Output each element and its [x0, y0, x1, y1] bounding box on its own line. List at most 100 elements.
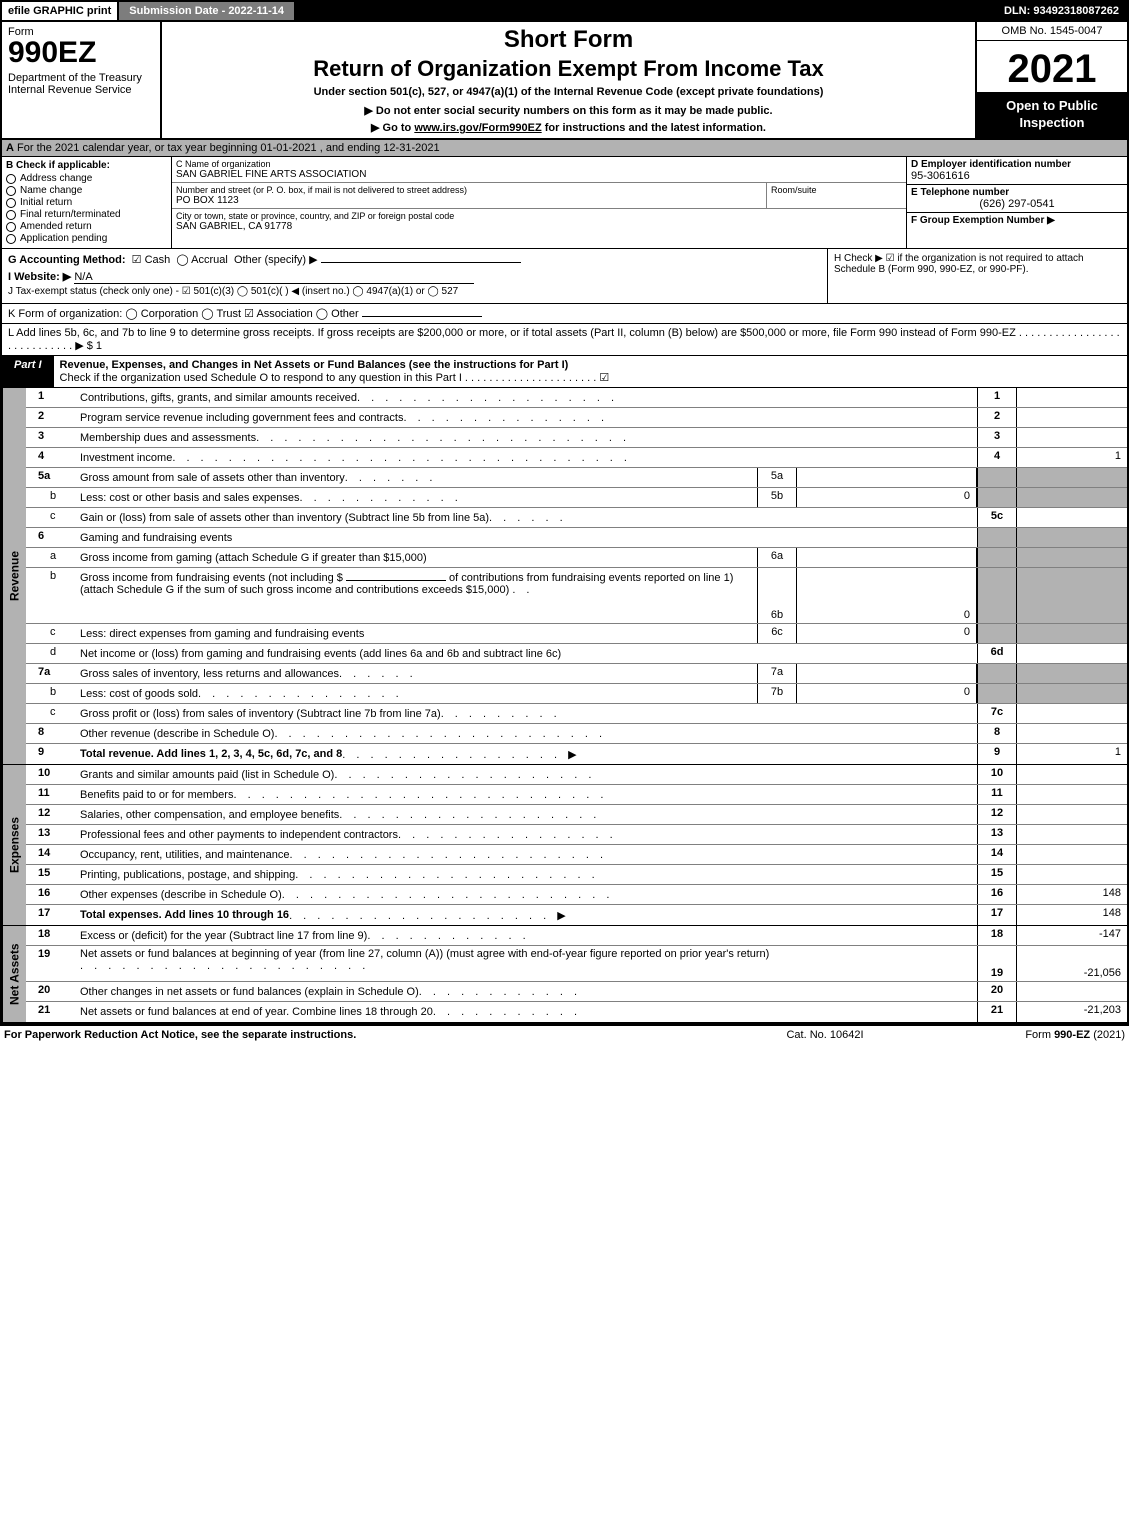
header-sub2: ▶ Do not enter social security numbers o…: [170, 104, 967, 117]
c-room: Room/suite: [766, 183, 906, 208]
num-col-shade: [977, 624, 1017, 643]
ln-text: Contributions, gifts, grants, and simila…: [76, 388, 977, 407]
ln-num: b: [26, 568, 76, 623]
sub-val: 0: [797, 568, 977, 623]
line-l: L Add lines 5b, 6c, and 7b to line 9 to …: [2, 324, 1127, 356]
checkbox-icon[interactable]: [6, 210, 16, 220]
line-3: 3 Membership dues and assessments . . . …: [26, 428, 1127, 448]
dots: . . . . . . . . . . . .: [367, 930, 973, 942]
short-form-title: Short Form: [170, 26, 967, 54]
g-other: Other (specify) ▶: [234, 254, 318, 266]
val-col: 148: [1017, 905, 1127, 925]
e-label: E Telephone number: [911, 187, 1123, 198]
ln-num: 20: [26, 982, 76, 1001]
ln-num: 10: [26, 765, 76, 784]
d-label: D Employer identification number: [911, 159, 1123, 170]
sub-num: 6b: [757, 568, 797, 623]
expenses-group: 10 Grants and similar amounts paid (list…: [26, 765, 1127, 925]
footer-right-prefix: Form: [1025, 1029, 1054, 1041]
dots: . . . . . . . . .: [441, 708, 973, 720]
checkbox-icon[interactable]: [6, 186, 16, 196]
ln-text: Occupancy, rent, utilities, and maintena…: [76, 845, 977, 864]
line-j: J Tax-exempt status (check only one) - ☑…: [8, 286, 821, 297]
ln-text: Total expenses. Add lines 10 through 16 …: [76, 905, 977, 925]
ln-desc: Gain or (loss) from sale of assets other…: [80, 512, 489, 524]
num-col-shade: [977, 664, 1017, 683]
val-col: [1017, 388, 1127, 407]
ln-desc: Less: cost or other basis and sales expe…: [80, 492, 300, 504]
c-street-row: Number and street (or P. O. box, if mail…: [172, 183, 906, 209]
efile-label: efile GRAPHIC print: [2, 2, 117, 20]
val-col: [1017, 428, 1127, 447]
ln-num: c: [26, 624, 76, 643]
val-col: [1017, 704, 1127, 723]
ln-text: Net income or (loss) from gaming and fun…: [76, 644, 977, 663]
c-city-value: SAN GABRIEL, CA 91778: [176, 221, 902, 232]
f-label: F Group Exemption Number ▶: [911, 215, 1055, 226]
val-col: [1017, 845, 1127, 864]
i-label: I Website: ▶: [8, 271, 71, 283]
checkbox-icon[interactable]: [6, 198, 16, 208]
ln-desc: Net assets or fund balances at end of ye…: [80, 1006, 433, 1018]
ln-num: 1: [26, 388, 76, 407]
line-k: K Form of organization: ◯ Corporation ◯ …: [2, 304, 1127, 324]
line-7a: 7a Gross sales of inventory, less return…: [26, 664, 1127, 684]
line-6: 6 Gaming and fundraising events: [26, 528, 1127, 548]
footer-right: Form 990-EZ (2021): [925, 1029, 1125, 1041]
val-col: [1017, 765, 1127, 784]
val-col: -147: [1017, 926, 1127, 945]
val-col: -21,056: [1017, 946, 1127, 981]
footer-right-suffix: (2021): [1090, 1029, 1125, 1041]
irs-link[interactable]: www.irs.gov/Form990EZ: [414, 122, 541, 134]
ln-num: c: [26, 704, 76, 723]
num-col: 15: [977, 865, 1017, 884]
checkbox-icon[interactable]: [6, 234, 16, 244]
sub-val: [797, 468, 977, 487]
dln-label: DLN: 93492318087262: [996, 2, 1127, 20]
val-col-shade: [1017, 624, 1127, 643]
form-number: 990EZ: [8, 38, 154, 68]
num-col: 9: [977, 744, 1017, 764]
c-street-label: Number and street (or P. O. box, if mail…: [176, 185, 762, 195]
dots: . . . . . . . . . . . . . . . . ▶: [342, 748, 973, 761]
omb-number: OMB No. 1545-0047: [977, 22, 1127, 41]
checkbox-icon[interactable]: [6, 174, 16, 184]
num-col: 2: [977, 408, 1017, 427]
line-2: 2 Program service revenue including gove…: [26, 408, 1127, 428]
num-col-shade: [977, 568, 1017, 623]
ln-text: Printing, publications, postage, and shi…: [76, 865, 977, 884]
sub-val: [797, 664, 977, 683]
dots: . . . . . . . . . . . .: [300, 492, 753, 504]
part-i-check-line: Check if the organization used Schedule …: [60, 372, 610, 384]
num-col: 18: [977, 926, 1017, 945]
dots: . . . . . . . . . . . . . . . . . . . . …: [233, 789, 973, 801]
num-col: 5c: [977, 508, 1017, 527]
ln-desc: Benefits paid to or for members: [80, 789, 233, 801]
val-col: [1017, 644, 1127, 663]
ln-desc: Contributions, gifts, grants, and simila…: [80, 392, 357, 404]
num-col: 20: [977, 982, 1017, 1001]
num-col: 8: [977, 724, 1017, 743]
ln-desc: Gaming and fundraising events: [80, 532, 232, 544]
line-10: 10 Grants and similar amounts paid (list…: [26, 765, 1127, 785]
ln-desc: Investment income: [80, 452, 172, 464]
dots: . . . . . . . . . . . . . . . . . . . . …: [282, 889, 973, 901]
ln-text: Gross income from fundraising events (no…: [76, 568, 757, 623]
ln-num: 14: [26, 845, 76, 864]
ln-num: a: [26, 548, 76, 567]
val-col: 1: [1017, 448, 1127, 467]
val-col-shade: [1017, 548, 1127, 567]
line-6c: c Less: direct expenses from gaming and …: [26, 624, 1127, 644]
sub-num: 5a: [757, 468, 797, 487]
dots: . . . . . . . . . . .: [433, 1006, 973, 1018]
num-col: 6d: [977, 644, 1017, 663]
dots: . . . . . . . . . . . . . . . . . . .: [357, 392, 973, 404]
ln-text: Professional fees and other payments to …: [76, 825, 977, 844]
chk-initial-return: Initial return: [6, 197, 167, 208]
line-1: 1 Contributions, gifts, grants, and simi…: [26, 388, 1127, 408]
checkbox-icon[interactable]: [6, 222, 16, 232]
ln-num: 8: [26, 724, 76, 743]
val-col-shade: [1017, 684, 1127, 703]
ln-desc: Gross income from gaming (attach Schedul…: [80, 552, 427, 564]
header-sub3: ▶ Go to www.irs.gov/Form990EZ for instru…: [170, 121, 967, 134]
